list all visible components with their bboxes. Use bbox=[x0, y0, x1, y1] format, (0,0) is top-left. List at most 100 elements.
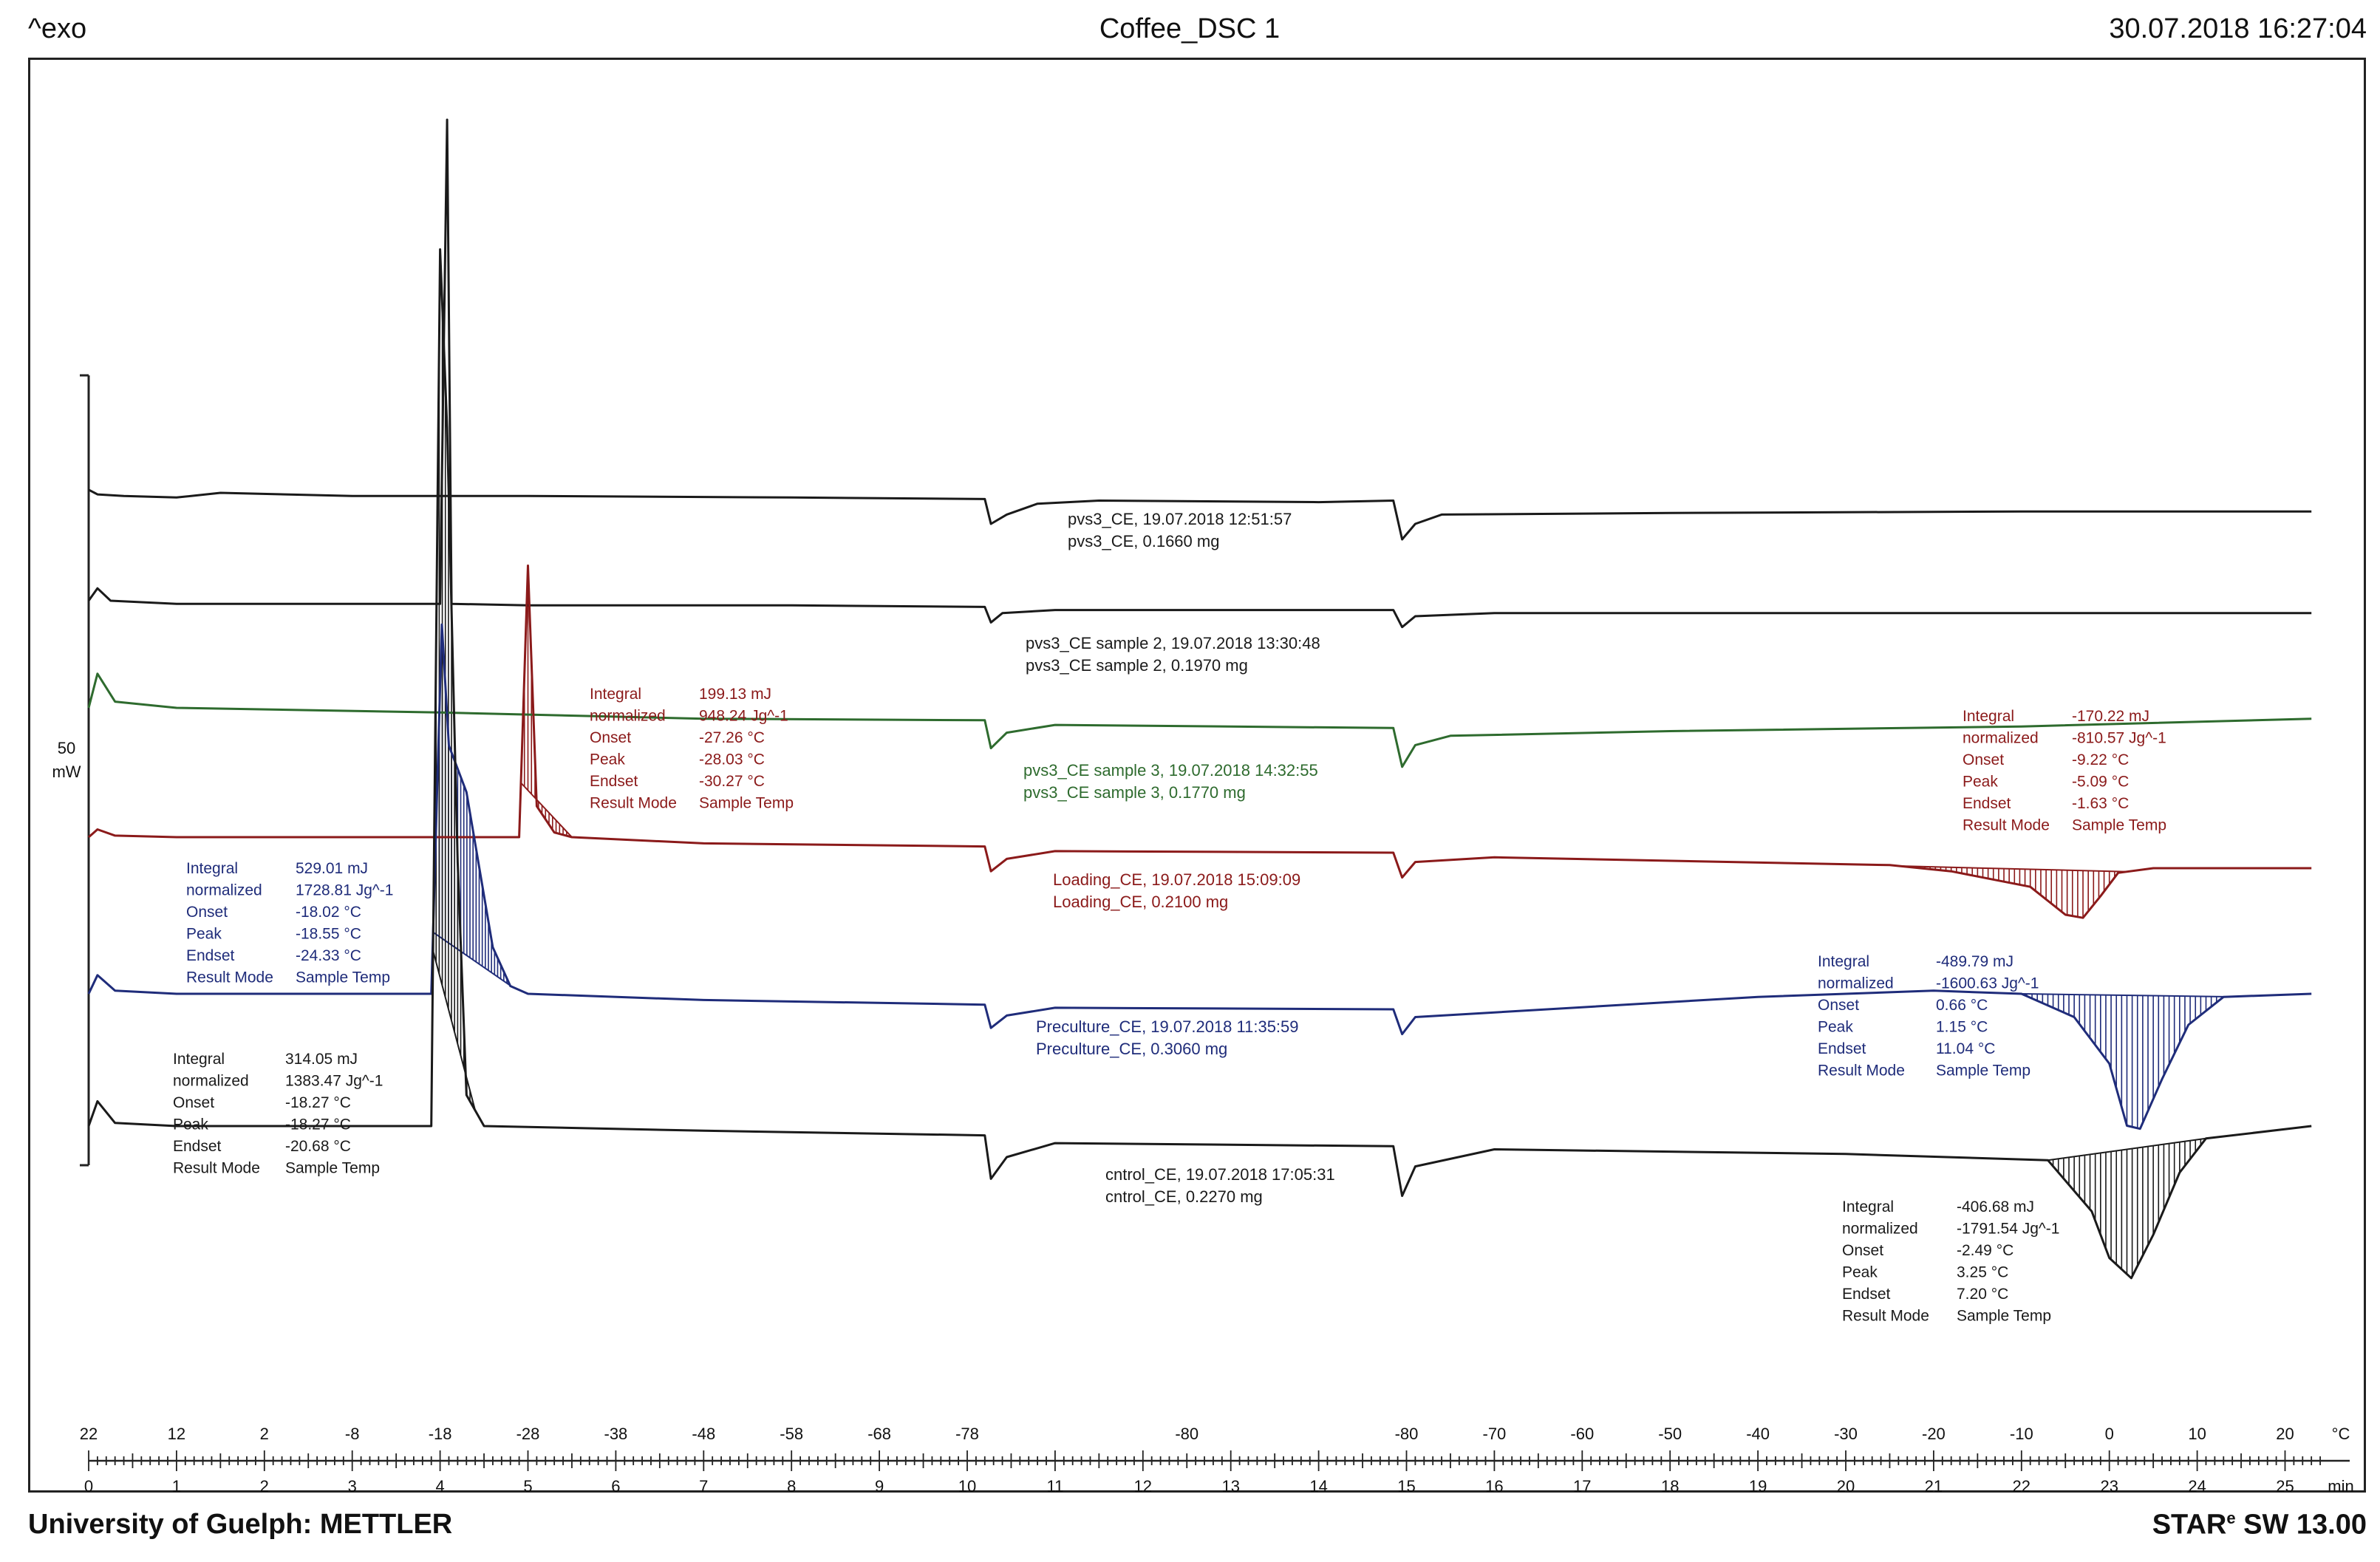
annotation-value: -2.49 °C bbox=[1957, 1242, 2014, 1259]
temperature-tick-label: 2 bbox=[260, 1425, 269, 1443]
annotation-value: -28.03 °C bbox=[699, 751, 765, 768]
annotation-value: -18.27 °C bbox=[285, 1094, 351, 1111]
temperature-tick-label: -68 bbox=[867, 1425, 891, 1443]
exo-direction-label: ^exo bbox=[28, 13, 87, 44]
series-sample-mass: pvs3_CE sample 3, 0.1770 mg bbox=[1023, 783, 1246, 802]
annotation-label: Peak bbox=[173, 1116, 208, 1133]
integral-baseline bbox=[1898, 865, 2127, 873]
temperature-tick-label: -30 bbox=[1834, 1425, 1858, 1443]
series-label: pvs3_CE sample 3, 19.07.2018 14:32:55 bbox=[1023, 761, 1318, 780]
annotation-value: -1791.54 Jg^-1 bbox=[1957, 1221, 2059, 1238]
time-tick-label: 23 bbox=[2100, 1477, 2118, 1496]
temperature-tick-label: 22 bbox=[80, 1425, 98, 1443]
temperature-tick-label: -18 bbox=[429, 1425, 452, 1443]
annotation-value: -18.27 °C bbox=[285, 1116, 351, 1133]
chart-title: Coffee_DSC 1 bbox=[1099, 13, 1281, 44]
annotation-label: Result Mode bbox=[186, 969, 273, 986]
annotation-value: -20.68 °C bbox=[285, 1138, 351, 1155]
annotation-label: Endset bbox=[186, 947, 235, 964]
time-tick-label: 8 bbox=[787, 1477, 796, 1496]
timestamp: 30.07.2018 16:27:04 bbox=[2109, 13, 2367, 44]
temperature-tick-label: -8 bbox=[345, 1425, 360, 1443]
series-sample-mass: pvs3_CE sample 2, 0.1970 mg bbox=[1026, 656, 1248, 675]
time-tick-label: 2 bbox=[260, 1477, 269, 1496]
annotation-label: Onset bbox=[1842, 1242, 1883, 1259]
temperature-tick-label: -50 bbox=[1658, 1425, 1682, 1443]
scale-bar-value: 50 bbox=[58, 739, 75, 757]
annotation-value: -489.79 mJ bbox=[1936, 953, 2014, 970]
time-tick-label: 20 bbox=[1837, 1477, 1855, 1496]
annotation-value: 11.04 °C bbox=[1936, 1040, 1995, 1057]
time-tick-label: 25 bbox=[2276, 1477, 2294, 1496]
temperature-tick-label: -48 bbox=[692, 1425, 715, 1443]
time-tick-label: 12 bbox=[1134, 1477, 1152, 1496]
time-tick-label: 6 bbox=[611, 1477, 620, 1496]
temperature-axis-unit: °C bbox=[2332, 1425, 2350, 1443]
temperature-tick-label: -40 bbox=[1746, 1425, 1770, 1443]
annotation-label: Onset bbox=[1963, 751, 2004, 768]
temperature-tick-label: -28 bbox=[516, 1425, 540, 1443]
annotation-value: Sample Temp bbox=[1936, 1063, 2030, 1080]
series-line bbox=[88, 488, 2312, 541]
annotation-label: normalized bbox=[590, 708, 666, 725]
annotation-label: normalized bbox=[186, 882, 262, 899]
bottom-axes: 0 1 2 3 4 5 6 7 8 9 10 11 12 13 14 15 16 17 18 19 20 21 22 23 24… bbox=[80, 1425, 2354, 1496]
integral-baseline bbox=[432, 950, 477, 1111]
annotation-value: 7.20 °C bbox=[1957, 1286, 2008, 1303]
series-line bbox=[87, 623, 2312, 1130]
time-axis-unit: min bbox=[2328, 1477, 2353, 1496]
time-tick-label: 22 bbox=[2013, 1477, 2030, 1496]
annotation-label: Onset bbox=[173, 1094, 214, 1111]
annotation-value: -1600.63 Jg^-1 bbox=[1936, 975, 2039, 992]
annotation-label: normalized bbox=[1818, 975, 1894, 992]
series-line bbox=[88, 565, 2312, 919]
time-tick-label: 13 bbox=[1221, 1477, 1239, 1496]
annotation-value: 1728.81 Jg^-1 bbox=[296, 882, 393, 899]
software-superscript: e bbox=[2226, 1509, 2236, 1527]
time-tick-label: 4 bbox=[435, 1477, 444, 1496]
temperature-tick-label: -78 bbox=[955, 1425, 979, 1443]
annotation-label: Result Mode bbox=[1963, 817, 2050, 834]
series-sample-mass: Preculture_CE, 0.3060 mg bbox=[1036, 1040, 1227, 1058]
annotation-label: Result Mode bbox=[590, 795, 677, 812]
annotation-label: Endset bbox=[1818, 1040, 1866, 1057]
annotation-label: Endset bbox=[1842, 1286, 1891, 1303]
time-tick-label: 18 bbox=[1661, 1477, 1679, 1496]
series-label: cntrol_CE, 19.07.2018 17:05:31 bbox=[1105, 1165, 1335, 1184]
time-tick-label: 17 bbox=[1573, 1477, 1591, 1496]
annotation-label: Onset bbox=[590, 729, 631, 746]
annotation-value: -27.26 °C bbox=[699, 729, 765, 746]
time-tick-label: 3 bbox=[348, 1477, 357, 1496]
annotation-value: -170.22 mJ bbox=[2072, 708, 2149, 725]
plot-frame bbox=[28, 58, 2366, 1493]
annotation-label: Result Mode bbox=[1818, 1063, 1905, 1080]
annotation-value: 199.13 mJ bbox=[699, 686, 771, 703]
time-tick-label: 11 bbox=[1046, 1477, 1063, 1496]
annotation-value: 314.05 mJ bbox=[285, 1051, 358, 1068]
series-line bbox=[87, 118, 2312, 629]
annotation-value: Sample Temp bbox=[296, 969, 390, 986]
time-tick-label: 1 bbox=[172, 1477, 181, 1496]
series-label: pvs3_CE, 19.07.2018 12:51:57 bbox=[1068, 510, 1292, 528]
annotation-value: -5.09 °C bbox=[2072, 774, 2129, 791]
annotation-value: Sample Temp bbox=[1957, 1308, 2051, 1325]
annotation-value: -24.33 °C bbox=[296, 947, 361, 964]
temperature-tick-label: -38 bbox=[604, 1425, 628, 1443]
series-label: Loading_CE, 19.07.2018 15:09:09 bbox=[1053, 870, 1300, 889]
time-tick-label: 5 bbox=[523, 1477, 532, 1496]
footer-software: STARe SW 13.00 bbox=[2152, 1509, 2367, 1541]
integral-baseline bbox=[432, 931, 513, 988]
temperature-tick-label: -60 bbox=[1570, 1425, 1594, 1443]
software-version: SW 13.00 bbox=[2235, 1509, 2367, 1541]
integral-baseline bbox=[520, 782, 573, 838]
time-tick-label: 16 bbox=[1485, 1477, 1503, 1496]
annotation-label: Result Mode bbox=[1842, 1308, 1929, 1325]
annotation-label: Endset bbox=[590, 773, 638, 790]
annotation-label: Integral bbox=[1842, 1198, 1894, 1215]
annotation-label: Onset bbox=[1818, 997, 1859, 1014]
time-tick-label: 15 bbox=[1397, 1477, 1415, 1496]
software-name: STAR bbox=[2152, 1509, 2227, 1541]
annotation-label: Integral bbox=[590, 686, 641, 703]
time-tick-label: 21 bbox=[1925, 1477, 1943, 1496]
